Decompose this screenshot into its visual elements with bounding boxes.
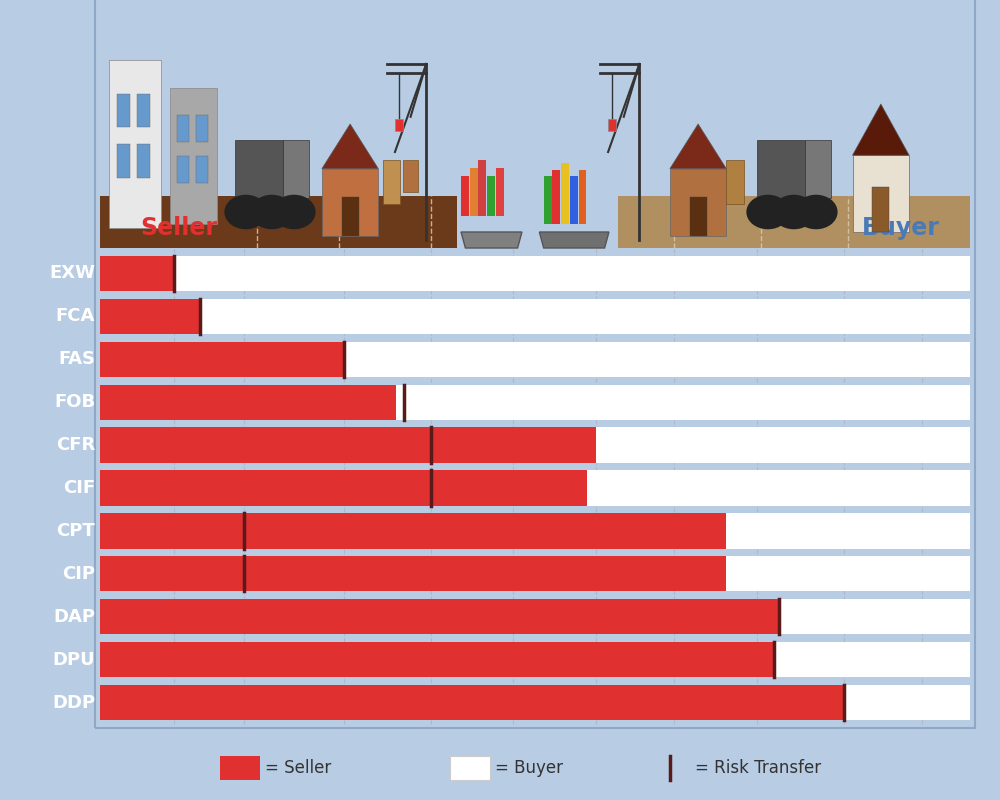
Bar bbox=[470, 168, 478, 216]
Polygon shape bbox=[670, 124, 726, 169]
Bar bbox=[383, 160, 400, 204]
Bar bbox=[196, 156, 208, 183]
Text: = Risk Transfer: = Risk Transfer bbox=[695, 759, 821, 777]
Bar bbox=[578, 170, 586, 224]
Bar bbox=[872, 187, 889, 232]
Text: CIP: CIP bbox=[62, 565, 95, 583]
Bar bbox=[395, 118, 403, 131]
Bar bbox=[450, 756, 490, 780]
Text: FCA: FCA bbox=[56, 307, 95, 326]
Bar bbox=[100, 556, 726, 591]
Bar bbox=[100, 385, 396, 420]
Bar bbox=[235, 140, 283, 207]
Bar bbox=[100, 514, 970, 549]
Text: = Buyer: = Buyer bbox=[495, 759, 563, 777]
Text: EXW: EXW bbox=[49, 265, 95, 282]
Bar bbox=[137, 144, 150, 178]
Text: Buyer: Buyer bbox=[861, 216, 939, 240]
Bar bbox=[177, 156, 189, 183]
Text: CIF: CIF bbox=[63, 479, 95, 497]
Bar bbox=[100, 599, 779, 634]
Text: CFR: CFR bbox=[56, 436, 95, 454]
Bar bbox=[117, 144, 130, 178]
Bar bbox=[100, 514, 726, 549]
Bar bbox=[322, 169, 378, 236]
Text: FAS: FAS bbox=[58, 350, 95, 368]
Circle shape bbox=[746, 194, 790, 230]
Text: FOB: FOB bbox=[54, 393, 95, 411]
Text: Seller: Seller bbox=[140, 216, 217, 240]
Bar bbox=[100, 685, 970, 720]
Bar bbox=[109, 60, 161, 228]
Bar bbox=[670, 169, 726, 236]
Bar bbox=[100, 642, 970, 678]
Bar bbox=[618, 196, 970, 248]
Text: DAP: DAP bbox=[53, 608, 95, 626]
Bar bbox=[100, 470, 587, 506]
Bar bbox=[461, 176, 469, 216]
Text: = Seller: = Seller bbox=[265, 759, 331, 777]
Bar bbox=[342, 197, 359, 236]
Bar bbox=[805, 140, 831, 198]
Bar bbox=[100, 298, 200, 334]
Bar bbox=[853, 155, 909, 232]
Bar bbox=[196, 115, 208, 142]
Text: DDP: DDP bbox=[52, 694, 95, 711]
Bar bbox=[608, 118, 616, 131]
Text: CPT: CPT bbox=[56, 522, 95, 540]
Bar bbox=[220, 756, 260, 780]
Circle shape bbox=[250, 194, 293, 230]
Bar bbox=[100, 470, 970, 506]
Bar bbox=[100, 685, 844, 720]
Bar bbox=[117, 94, 130, 127]
Bar bbox=[170, 88, 217, 224]
Bar bbox=[100, 427, 970, 462]
Bar bbox=[690, 197, 707, 236]
Bar bbox=[100, 427, 596, 462]
Bar bbox=[100, 642, 774, 678]
Bar bbox=[757, 140, 805, 207]
Bar bbox=[561, 163, 569, 224]
Circle shape bbox=[272, 194, 316, 230]
Bar bbox=[137, 94, 150, 127]
Bar bbox=[544, 176, 552, 224]
Bar bbox=[478, 160, 486, 216]
Bar bbox=[403, 160, 418, 192]
Polygon shape bbox=[322, 124, 378, 169]
Bar bbox=[95, 0, 975, 728]
Bar bbox=[100, 298, 970, 334]
Bar bbox=[100, 342, 344, 377]
Bar bbox=[100, 256, 174, 291]
Circle shape bbox=[772, 194, 815, 230]
Polygon shape bbox=[853, 104, 909, 155]
Polygon shape bbox=[461, 232, 522, 248]
Bar bbox=[100, 385, 970, 420]
Bar bbox=[552, 170, 560, 224]
Bar bbox=[570, 176, 578, 224]
Circle shape bbox=[224, 194, 268, 230]
Polygon shape bbox=[539, 232, 609, 248]
Bar bbox=[496, 168, 504, 216]
Bar bbox=[100, 196, 457, 248]
Bar bbox=[100, 599, 970, 634]
Bar bbox=[726, 160, 744, 204]
Text: DPU: DPU bbox=[52, 650, 95, 669]
Bar bbox=[100, 556, 970, 591]
Circle shape bbox=[794, 194, 838, 230]
Bar bbox=[487, 176, 495, 216]
Bar bbox=[283, 140, 309, 198]
Bar bbox=[100, 256, 970, 291]
Bar bbox=[100, 342, 970, 377]
Bar bbox=[177, 115, 189, 142]
